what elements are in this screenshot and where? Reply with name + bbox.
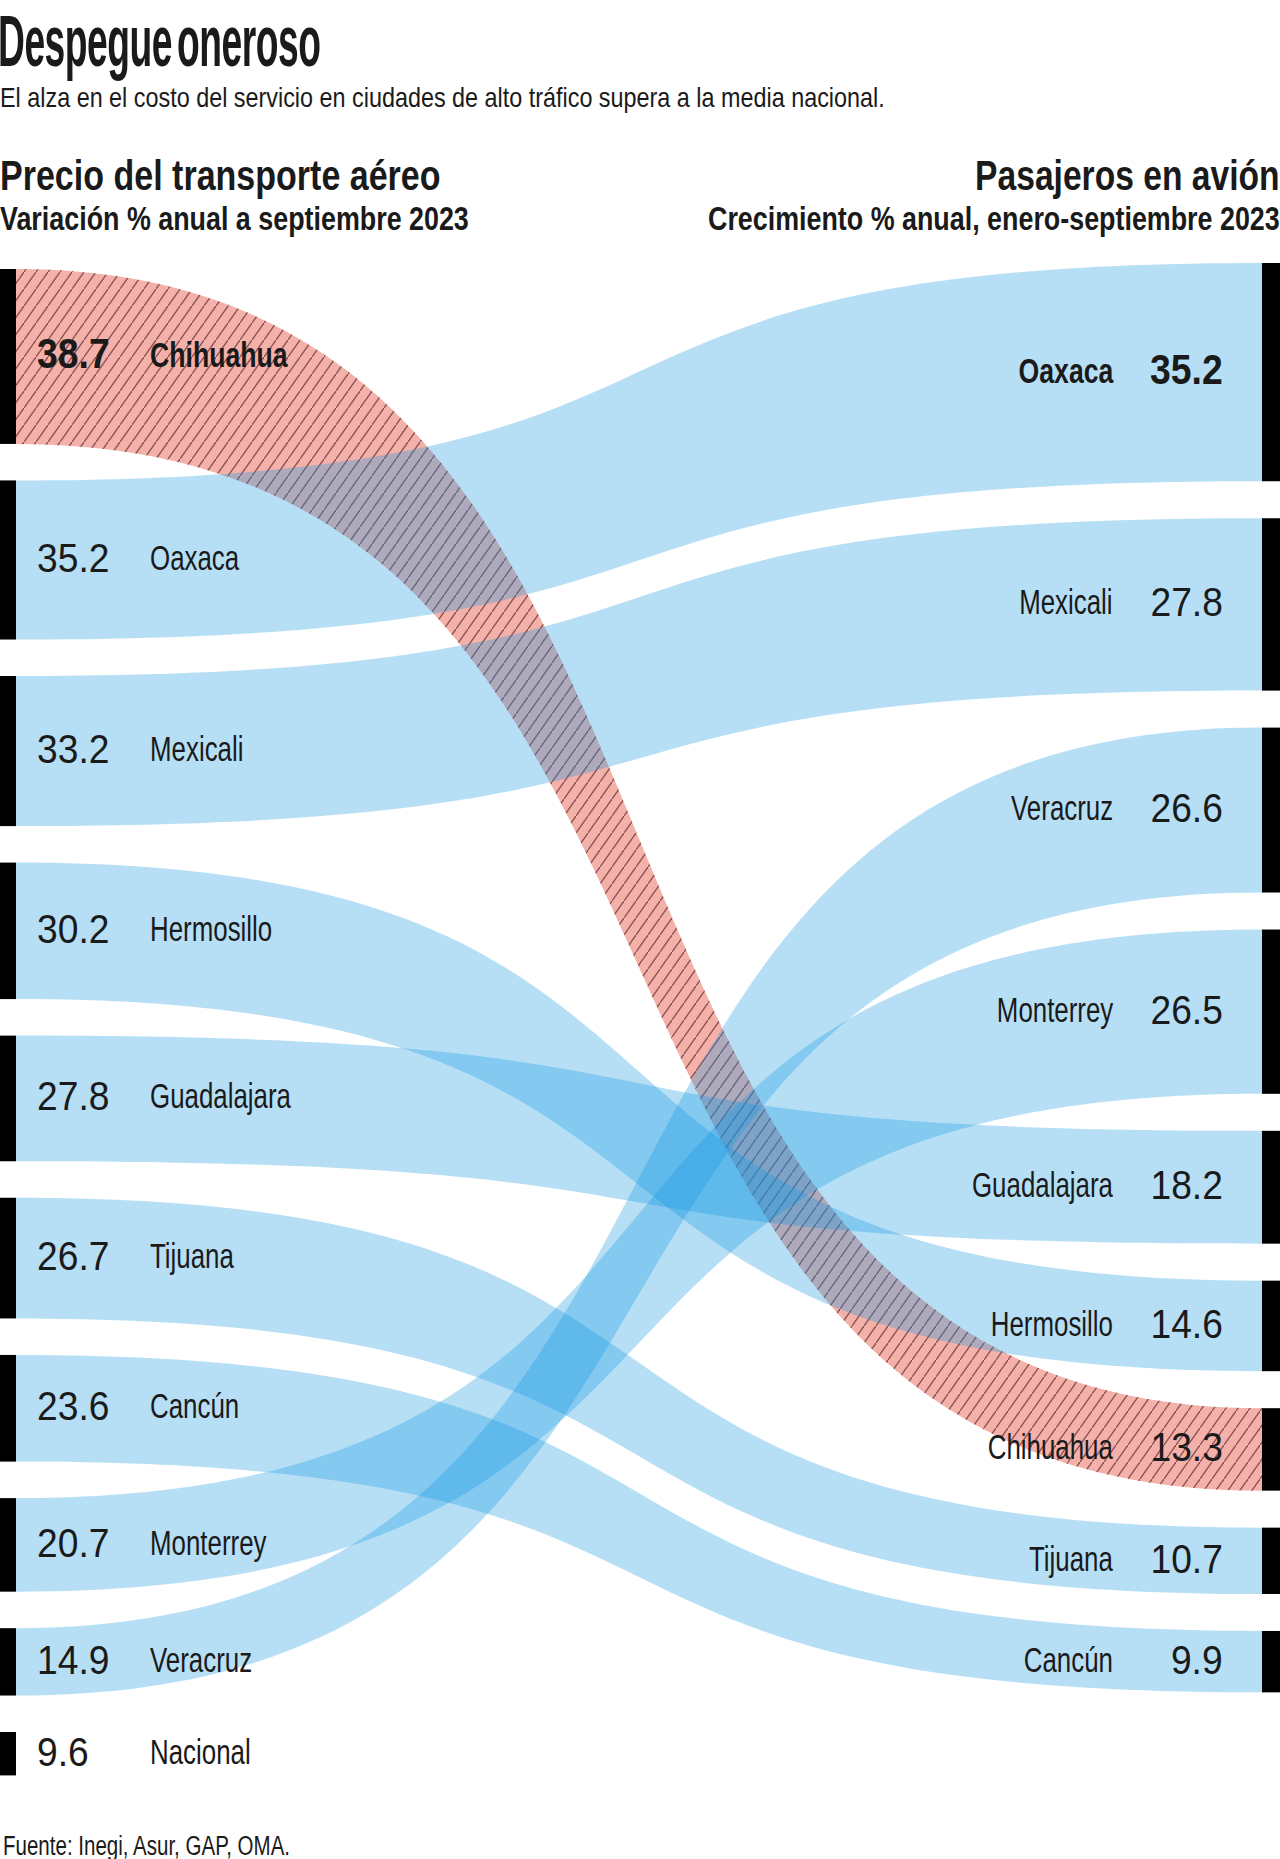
left-node-bar-Nacional: [0, 1732, 16, 1775]
right-node-label: Oaxaca: [1018, 353, 1113, 389]
right-node-value: 13.3: [1151, 1428, 1223, 1468]
left-node-label: Cancún: [150, 1389, 239, 1424]
left-node-label: Hermosillo: [150, 912, 272, 947]
right-node-label: Chihuahua: [988, 1431, 1113, 1466]
left-node-label: Nacional: [150, 1735, 251, 1770]
right-node-bar-Monterrey: [1262, 930, 1280, 1094]
left-node-value: 23.6: [37, 1387, 109, 1427]
left-node-value: 14.9: [37, 1640, 109, 1680]
left-node-value: 30.2: [37, 909, 109, 949]
source-note: Fuente: Inegi, Asur, GAP, OMA.: [3, 1833, 290, 1859]
right-node-label: Monterrey: [997, 993, 1113, 1028]
left-node-bar-Cancún: [0, 1355, 16, 1462]
right-node-bar-Chihuahua: [1262, 1408, 1280, 1490]
right-node-bar-Veracruz: [1262, 728, 1280, 893]
left-node-value: 35.2: [37, 538, 109, 578]
right-column-title: Pasajeros en avión: [976, 155, 1280, 197]
right-node-label: Cancún: [1024, 1643, 1113, 1678]
chart-subtitle: El alza en el costo del servicio en ciud…: [0, 83, 885, 112]
right-node-bar-Oaxaca: [1262, 263, 1280, 481]
left-node-label: Mexicali: [150, 732, 243, 767]
right-column-subtitle: Crecimiento % anual, enero-septiembre 20…: [708, 201, 1280, 235]
left-node-value: 27.8: [37, 1077, 109, 1117]
left-node-value: 33.2: [37, 729, 109, 769]
chart-title: Despegue oneroso: [0, 4, 320, 77]
right-node-label: Veracruz: [1011, 791, 1113, 826]
right-node-value: 14.6: [1151, 1304, 1223, 1344]
left-node-bar-Guadalajara: [0, 1036, 16, 1162]
right-node-value: 26.6: [1151, 788, 1223, 828]
left-node-bar-Hermosillo: [0, 863, 16, 1000]
left-node-value: 38.7: [37, 334, 110, 376]
left-node-label: Chihuahua: [150, 337, 288, 373]
right-node-value: 27.8: [1151, 583, 1223, 623]
left-node-value: 26.7: [37, 1236, 109, 1276]
left-node-bar-Mexicali: [0, 676, 16, 826]
right-node-bar-Guadalajara: [1262, 1131, 1280, 1244]
left-node-bar-Veracruz: [0, 1628, 16, 1695]
left-node-label: Monterrey: [150, 1526, 266, 1561]
right-node-label: Tijuana: [1029, 1542, 1113, 1577]
left-node-label: Oaxaca: [150, 541, 239, 576]
left-column-subtitle: Variación % anual a septiembre 2023: [0, 201, 469, 235]
right-node-label: Guadalajara: [972, 1168, 1113, 1203]
left-node-value: 9.6: [37, 1732, 89, 1772]
left-node-label: Veracruz: [150, 1643, 252, 1678]
right-node-value: 26.5: [1151, 990, 1223, 1030]
right-node-value: 18.2: [1151, 1166, 1223, 1206]
left-node-label: Tijuana: [150, 1239, 234, 1274]
right-node-value: 10.7: [1151, 1539, 1223, 1579]
left-node-bar-Monterrey: [0, 1498, 16, 1592]
left-node-bar-Chihuahua: [0, 269, 16, 444]
right-node-value: 9.9: [1171, 1640, 1223, 1680]
left-node-bar-Tijuana: [0, 1198, 16, 1319]
right-node-label: Hermosillo: [991, 1307, 1113, 1342]
right-node-label: Mexicali: [1020, 586, 1113, 621]
left-column-title: Precio del transporte aéreo: [0, 155, 441, 197]
right-node-bar-Hermosillo: [1262, 1281, 1280, 1372]
left-node-value: 20.7: [37, 1523, 109, 1563]
right-node-value: 35.2: [1150, 349, 1223, 391]
left-node-bar-Oaxaca: [0, 480, 16, 639]
right-node-bar-Mexicali: [1262, 518, 1280, 690]
right-node-bar-Cancún: [1262, 1631, 1280, 1692]
right-node-bar-Tijuana: [1262, 1528, 1280, 1594]
left-node-label: Guadalajara: [150, 1080, 291, 1115]
